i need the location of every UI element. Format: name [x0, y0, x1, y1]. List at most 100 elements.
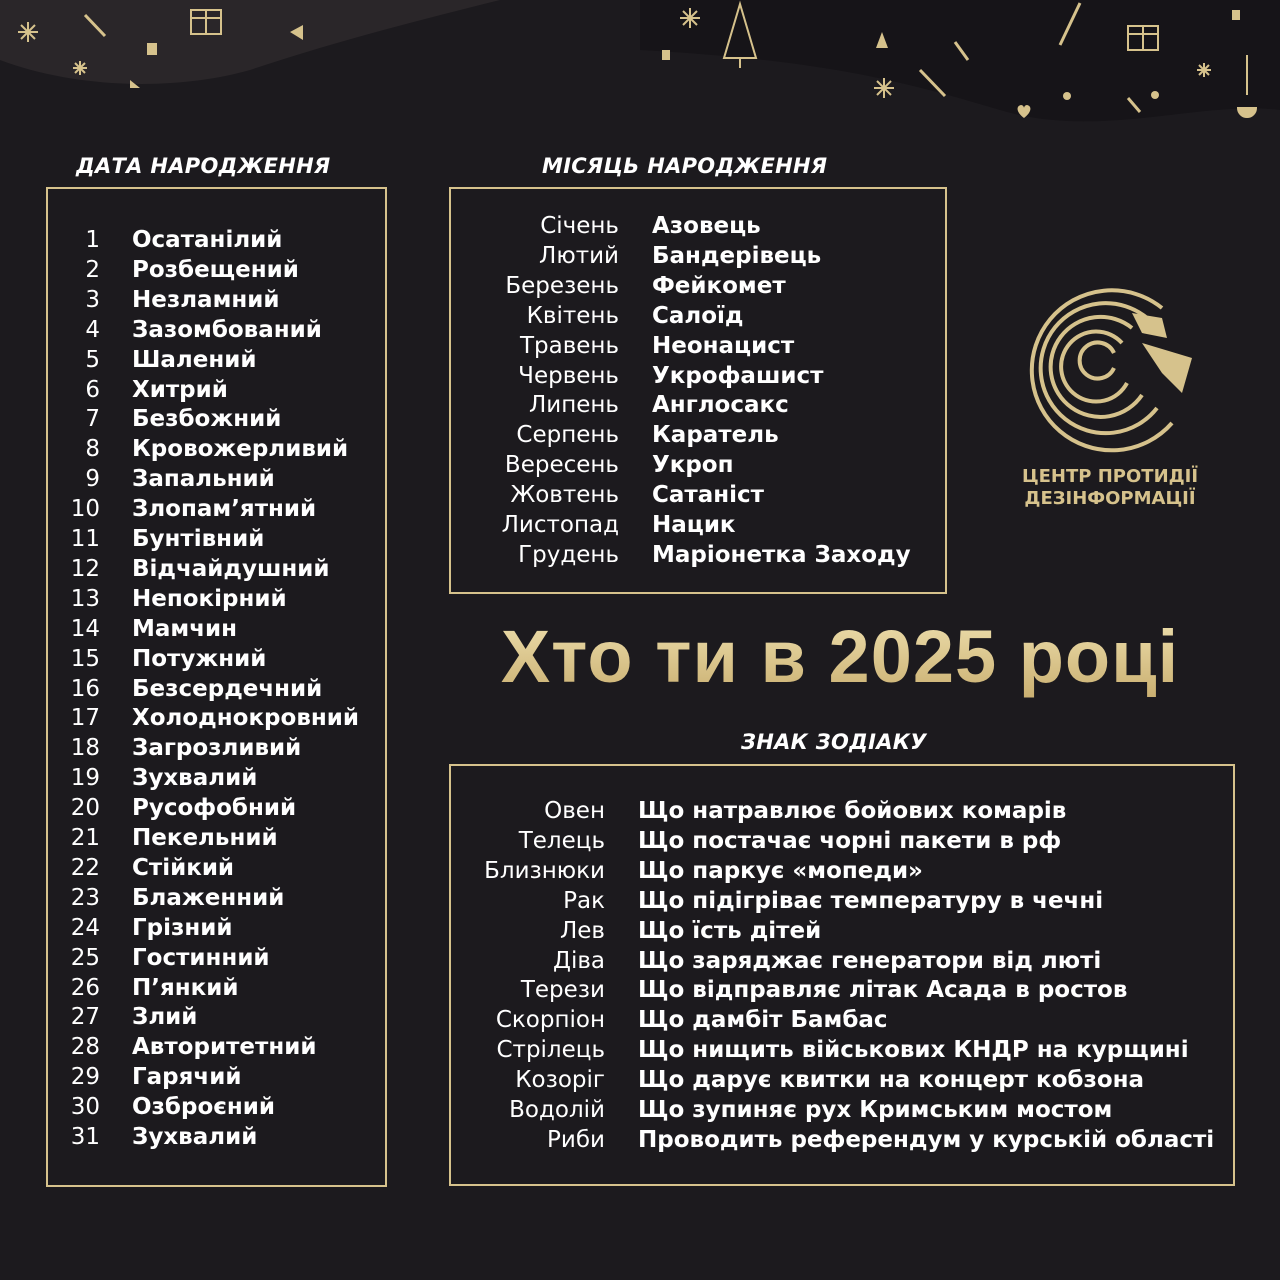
- row-key: Козоріг: [515, 1067, 605, 1094]
- row-key: 21: [70, 825, 100, 851]
- row-key: 10: [70, 496, 100, 523]
- row-key: 5: [85, 346, 100, 373]
- row-key: Овен: [544, 798, 605, 824]
- row-value: Зазомбований: [132, 316, 322, 343]
- row-value: Неонацист: [652, 332, 795, 359]
- date-row: 21 Пекельний: [48, 823, 385, 853]
- row-value: Загрозливий: [132, 735, 302, 762]
- row-value: Озброєний: [132, 1094, 275, 1121]
- row-value: Каратель: [652, 422, 779, 449]
- date-row: 19 Зухвалий: [48, 763, 385, 793]
- row-key: Скорпіон: [495, 1007, 605, 1034]
- date-row: 12 Відчайдушний: [48, 554, 385, 584]
- month-row: Лютий Бандерівець: [451, 241, 945, 271]
- date-heading: ДАТА НАРОДЖЕННЯ: [76, 154, 331, 178]
- row-key: Діва: [552, 947, 605, 974]
- row-value: Непокірний: [132, 585, 287, 612]
- row-value: Що дарує квитки на концерт кобзона: [638, 1067, 1145, 1094]
- date-row: 27 Злий: [48, 1002, 385, 1032]
- zodiac-row: Телець Що постачає чорні пакети в рф: [451, 826, 1233, 856]
- row-key: Грудень: [518, 541, 619, 568]
- month-row: Квітень Салоїд: [451, 301, 945, 331]
- row-value: Гостинний: [132, 944, 270, 971]
- row-value: Стійкий: [132, 854, 235, 881]
- date-row: 1 Осатанілий: [48, 225, 385, 255]
- row-key: Лютий: [539, 242, 619, 269]
- date-row: 26 П’янкий: [48, 973, 385, 1003]
- row-value: Англосакс: [652, 392, 789, 419]
- page-title: Хто ти в 2025 році: [400, 612, 1280, 702]
- date-row: 18 Загрозливий: [48, 733, 385, 763]
- row-value: Гарячий: [132, 1064, 242, 1091]
- row-key: 20: [70, 795, 100, 822]
- row-value: Авторитетний: [132, 1034, 317, 1061]
- row-key: 8: [85, 436, 100, 463]
- row-value: Зухвалий: [132, 765, 258, 792]
- row-key: 4: [85, 316, 100, 343]
- date-row: 3 Незламний: [48, 285, 385, 315]
- row-value: Осатанілий: [132, 227, 283, 253]
- date-row: 23 Блаженний: [48, 883, 385, 913]
- row-value: Що заряджає генератори від люті: [638, 947, 1102, 974]
- date-row: 6 Хитрий: [48, 375, 385, 405]
- row-value: Що відправляє літак Асада в ростов: [638, 977, 1128, 1004]
- row-key: Липень: [528, 392, 619, 419]
- zodiac-row: Рак Що підігріває температуру в чечні: [451, 886, 1233, 916]
- month-row: Листопад Нацик: [451, 510, 945, 540]
- gift-icon: [1127, 25, 1159, 51]
- row-key: Червень: [518, 362, 619, 389]
- row-value: Холоднокровний: [132, 705, 360, 732]
- date-row: 20 Русофобний: [48, 793, 385, 823]
- date-row: 30 Озброєний: [48, 1092, 385, 1122]
- row-value: Що нищить військових КНДР на курщині: [638, 1037, 1189, 1064]
- snowflake-icon: [18, 22, 38, 42]
- date-row: 31 Зухвалий: [48, 1122, 385, 1152]
- row-value: Укрофашист: [652, 362, 824, 389]
- row-value: Безбожний: [132, 406, 282, 433]
- row-key: 2: [85, 256, 100, 283]
- month-row: Жовтень Сатаніст: [451, 480, 945, 510]
- row-value: Потужний: [132, 645, 267, 672]
- row-value: Кровожерливий: [132, 436, 349, 463]
- row-key: 17: [70, 705, 100, 732]
- row-value: Що натравлює бойових комарів: [638, 798, 1067, 824]
- row-key: Серпень: [516, 422, 619, 449]
- row-value: Пекельний: [132, 825, 278, 851]
- row-key: 11: [70, 526, 100, 552]
- row-value: Сатаніст: [652, 482, 764, 509]
- row-value: Шалений: [132, 346, 257, 373]
- row-key: Рак: [563, 887, 605, 914]
- row-key: 23: [70, 884, 100, 911]
- row-value: Нацик: [652, 512, 736, 538]
- month-row: Серпень Каратель: [451, 420, 945, 450]
- row-key: Жовтень: [510, 482, 619, 509]
- date-row: 25 Гостинний: [48, 943, 385, 973]
- row-value: Злий: [132, 1004, 198, 1031]
- month-list: Січень Азовець Лютий Бандерівець Березень Фей…: [449, 187, 947, 594]
- row-value: Укроп: [652, 452, 734, 479]
- month-row: Березень Фейкомет: [451, 271, 945, 301]
- row-value: Бандерівець: [652, 242, 822, 269]
- row-key: 14: [70, 615, 100, 642]
- row-key: Стрілець: [496, 1037, 605, 1064]
- row-value: Зухвалий: [132, 1124, 258, 1150]
- month-row: Травень Неонацист: [451, 331, 945, 361]
- row-value: Розбещений: [132, 256, 299, 283]
- row-value: Що підігріває температуру в чечні: [638, 887, 1104, 914]
- row-key: Терези: [520, 977, 605, 1004]
- row-key: Риби: [547, 1126, 605, 1153]
- row-value: Блаженний: [132, 884, 285, 911]
- row-value: Незламний: [132, 286, 280, 313]
- row-key: 27: [70, 1004, 100, 1031]
- row-key: 12: [70, 555, 100, 582]
- row-key: 1: [85, 227, 100, 253]
- month-row: Січень Азовець: [451, 211, 945, 241]
- row-key: 9: [85, 466, 100, 493]
- row-key: 19: [70, 765, 100, 792]
- row-value: Запальний: [132, 466, 275, 493]
- date-row: 7 Безбожний: [48, 404, 385, 434]
- row-key: Вересень: [504, 452, 619, 479]
- row-value: Фейкомет: [652, 272, 786, 299]
- zodiac-heading: ЗНАК ЗОДІАКУ: [741, 730, 927, 754]
- zodiac-row: Стрілець Що нищить військових КНДР на кур…: [451, 1035, 1233, 1065]
